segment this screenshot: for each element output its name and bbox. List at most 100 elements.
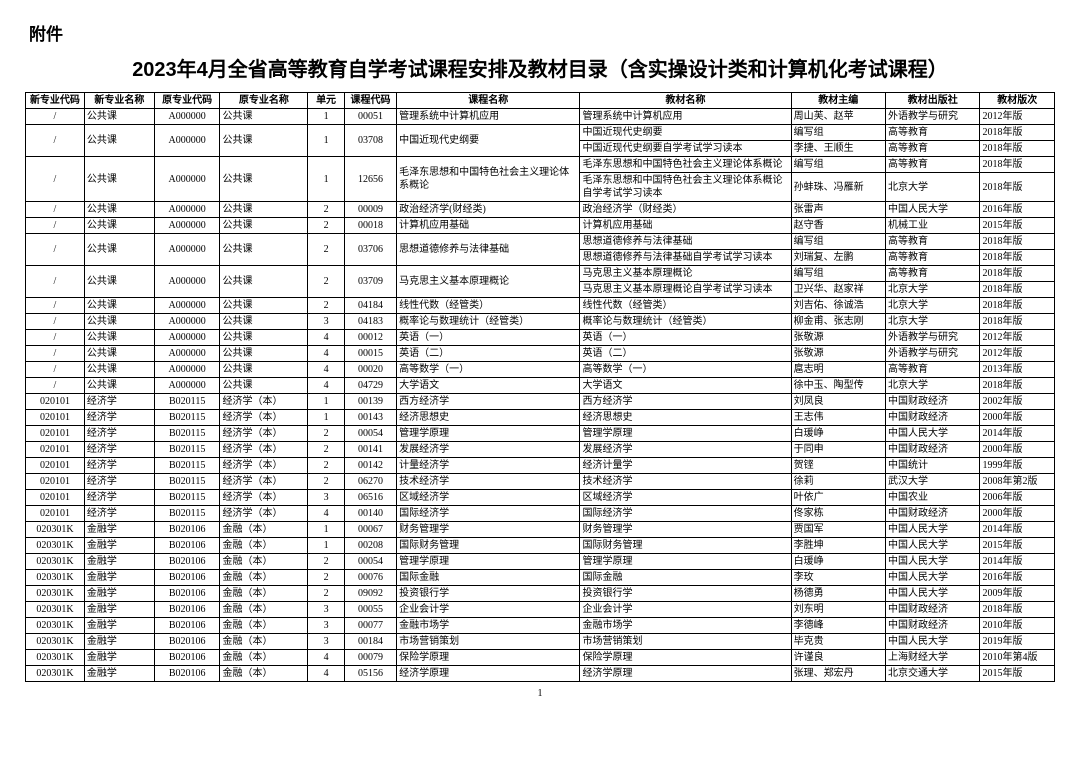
table-cell: 贺铿 (791, 458, 885, 474)
table-row: /公共课A000000公共课200009政治经济学(财经类)政治经济学（财经类）… (26, 202, 1055, 218)
table-cell: 04183 (344, 314, 396, 330)
table-cell: 卫兴华、赵家祥 (791, 282, 885, 298)
table-cell: 计算机应用基础 (397, 218, 580, 234)
table-cell: 00079 (344, 650, 396, 666)
table-cell: 金融（本） (220, 554, 308, 570)
table-cell: 高等教育 (886, 266, 980, 282)
col-header: 课程代码 (344, 93, 396, 109)
table-cell: 00076 (344, 570, 396, 586)
table-cell: 管理学原理 (397, 554, 580, 570)
table-cell: / (26, 298, 85, 314)
table-cell: B020106 (154, 554, 220, 570)
table-cell: 经济学 (84, 442, 154, 458)
table-cell: / (26, 330, 85, 346)
table-cell: A000000 (154, 109, 220, 125)
table-cell: 北京大学 (886, 378, 980, 394)
table-cell: 经济学（本） (220, 506, 308, 522)
col-header: 教材主编 (791, 93, 885, 109)
table-cell: 国际经济学 (580, 506, 791, 522)
table-cell: 管理系统中计算机应用 (580, 109, 791, 125)
table-cell: 4 (308, 378, 345, 394)
table-cell: A000000 (154, 378, 220, 394)
table-cell: 高等教育 (886, 157, 980, 173)
table-cell: 公共课 (84, 378, 154, 394)
table-cell: 公共课 (220, 266, 308, 298)
table-cell: 发展经济学 (397, 442, 580, 458)
table-row: 020301K金融学B020106金融（本）100208国际财务管理国际财务管理… (26, 538, 1055, 554)
table-cell: 020101 (26, 410, 85, 426)
table-cell: 英语（一） (580, 330, 791, 346)
table-row: 020301K金融学B020106金融（本）400079保险学原理保险学原理许谨… (26, 650, 1055, 666)
table-cell: 思想道德修养与法律基础 (397, 234, 580, 266)
table-cell: B020106 (154, 634, 220, 650)
table-cell: 金融（本） (220, 618, 308, 634)
table-cell: / (26, 314, 85, 330)
table-cell: B020106 (154, 570, 220, 586)
table-cell: 2000年版 (980, 506, 1055, 522)
table-cell: A000000 (154, 234, 220, 266)
table-cell: 技术经济学 (580, 474, 791, 490)
table-cell: 经济学（本） (220, 394, 308, 410)
table-cell: 00067 (344, 522, 396, 538)
table-cell: 毛泽东思想和中国特色社会主义理论体系概论自学考试学习读本 (580, 173, 791, 202)
table-cell: 保险学原理 (397, 650, 580, 666)
table-cell: 经济学 (84, 490, 154, 506)
table-cell: 4 (308, 330, 345, 346)
table-cell: 1999年版 (980, 458, 1055, 474)
table-row: 020101经济学B020115经济学（本）206270技术经济学技术经济学徐莉… (26, 474, 1055, 490)
table-cell: 国际经济学 (397, 506, 580, 522)
table-cell: 2014年版 (980, 522, 1055, 538)
table-cell: 金融（本） (220, 650, 308, 666)
table-cell: 2018年版 (980, 157, 1055, 173)
table-cell: B020106 (154, 538, 220, 554)
table-row: 020301K金融学B020106金融（本）405156经济学原理经济学原理张理… (26, 666, 1055, 682)
table-cell: 00051 (344, 109, 396, 125)
table-cell: 刘瑞复、左鹏 (791, 250, 885, 266)
table-cell: 2018年版 (980, 282, 1055, 298)
table-cell: 毛泽东思想和中国特色社会主义理论体系概论 (580, 157, 791, 173)
table-cell: B020115 (154, 394, 220, 410)
table-cell: 中国近现代史纲要 (397, 125, 580, 157)
col-header: 原专业名称 (220, 93, 308, 109)
table-cell: 公共课 (84, 234, 154, 266)
table-cell: 投资银行学 (397, 586, 580, 602)
table-cell: 3 (308, 314, 345, 330)
table-cell: 技术经济学 (397, 474, 580, 490)
table-cell: 00139 (344, 394, 396, 410)
table-cell: 020101 (26, 442, 85, 458)
col-header: 单元 (308, 93, 345, 109)
table-cell: 公共课 (220, 346, 308, 362)
table-cell: / (26, 266, 85, 298)
table-cell: 公共课 (220, 218, 308, 234)
table-cell: 区域经济学 (580, 490, 791, 506)
table-cell: 英语（二） (580, 346, 791, 362)
table-cell: 4 (308, 346, 345, 362)
table-cell: 公共课 (84, 362, 154, 378)
table-cell: 赵守香 (791, 218, 885, 234)
table-cell: 高等数学（一） (397, 362, 580, 378)
table-cell: 周山芙、赵苹 (791, 109, 885, 125)
table-cell: 西方经济学 (580, 394, 791, 410)
table-cell: 国际财务管理 (580, 538, 791, 554)
table-cell: 2015年版 (980, 218, 1055, 234)
table-cell: 金融市场学 (397, 618, 580, 634)
table-cell: 保险学原理 (580, 650, 791, 666)
table-row: 020101经济学B020115经济学（本）100143经济思想史经济思想史王志… (26, 410, 1055, 426)
table-cell: 李玫 (791, 570, 885, 586)
table-row: 020101经济学B020115经济学（本）200141发展经济学发展经济学于同… (26, 442, 1055, 458)
table-cell: A000000 (154, 298, 220, 314)
table-cell: 2018年版 (980, 250, 1055, 266)
table-cell: 公共课 (84, 218, 154, 234)
table-cell: B020106 (154, 522, 220, 538)
table-cell: 4 (308, 650, 345, 666)
table-cell: / (26, 234, 85, 266)
table-cell: 马克思主义基本原理概论 (580, 266, 791, 282)
table-cell: 00012 (344, 330, 396, 346)
table-cell: 公共课 (220, 330, 308, 346)
table-cell: 于同申 (791, 442, 885, 458)
table-cell: 财务管理学 (397, 522, 580, 538)
table-cell: 区域经济学 (397, 490, 580, 506)
table-cell: 马克思主义基本原理概论 (397, 266, 580, 298)
table-row: /公共课A000000公共课404729大学语文大学语文徐中玉、陶型传北京大学2… (26, 378, 1055, 394)
table-cell: 00018 (344, 218, 396, 234)
